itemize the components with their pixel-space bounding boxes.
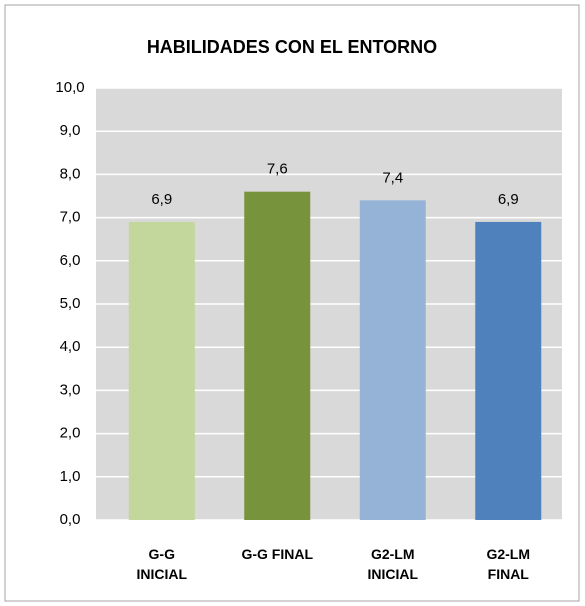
y-tick-label: 7,0 [60,209,81,226]
y-tick-label: 0,0 [60,511,81,528]
y-tick-label: 10,0 [55,79,84,96]
x-tick-label: G-G INICIAL [136,546,188,582]
y-tick-label: 6,0 [60,252,81,269]
y-tick-label: 5,0 [60,295,81,312]
chart-title: HABILIDADES CON EL ENTORNO [147,37,437,57]
y-tick-label: 4,0 [60,338,81,355]
x-tick-label: G2-LM FINAL [486,546,531,582]
data-label: 6,9 [498,191,519,208]
data-label: 7,4 [382,169,403,186]
x-tick-label: G-G FINAL [241,546,314,562]
y-tick-label: 2,0 [60,425,81,442]
data-label: 7,6 [267,161,288,178]
y-tick-label: 3,0 [60,381,81,398]
bar [128,221,195,521]
x-tick-label: G2-LM INICIAL [367,546,419,582]
bar [244,191,311,520]
data-label: 6,9 [151,191,172,208]
bar [359,200,426,520]
y-tick-label: 8,0 [60,165,81,182]
bar [475,221,542,521]
y-tick-label: 1,0 [60,468,81,485]
y-tick-label: 9,0 [60,122,81,139]
